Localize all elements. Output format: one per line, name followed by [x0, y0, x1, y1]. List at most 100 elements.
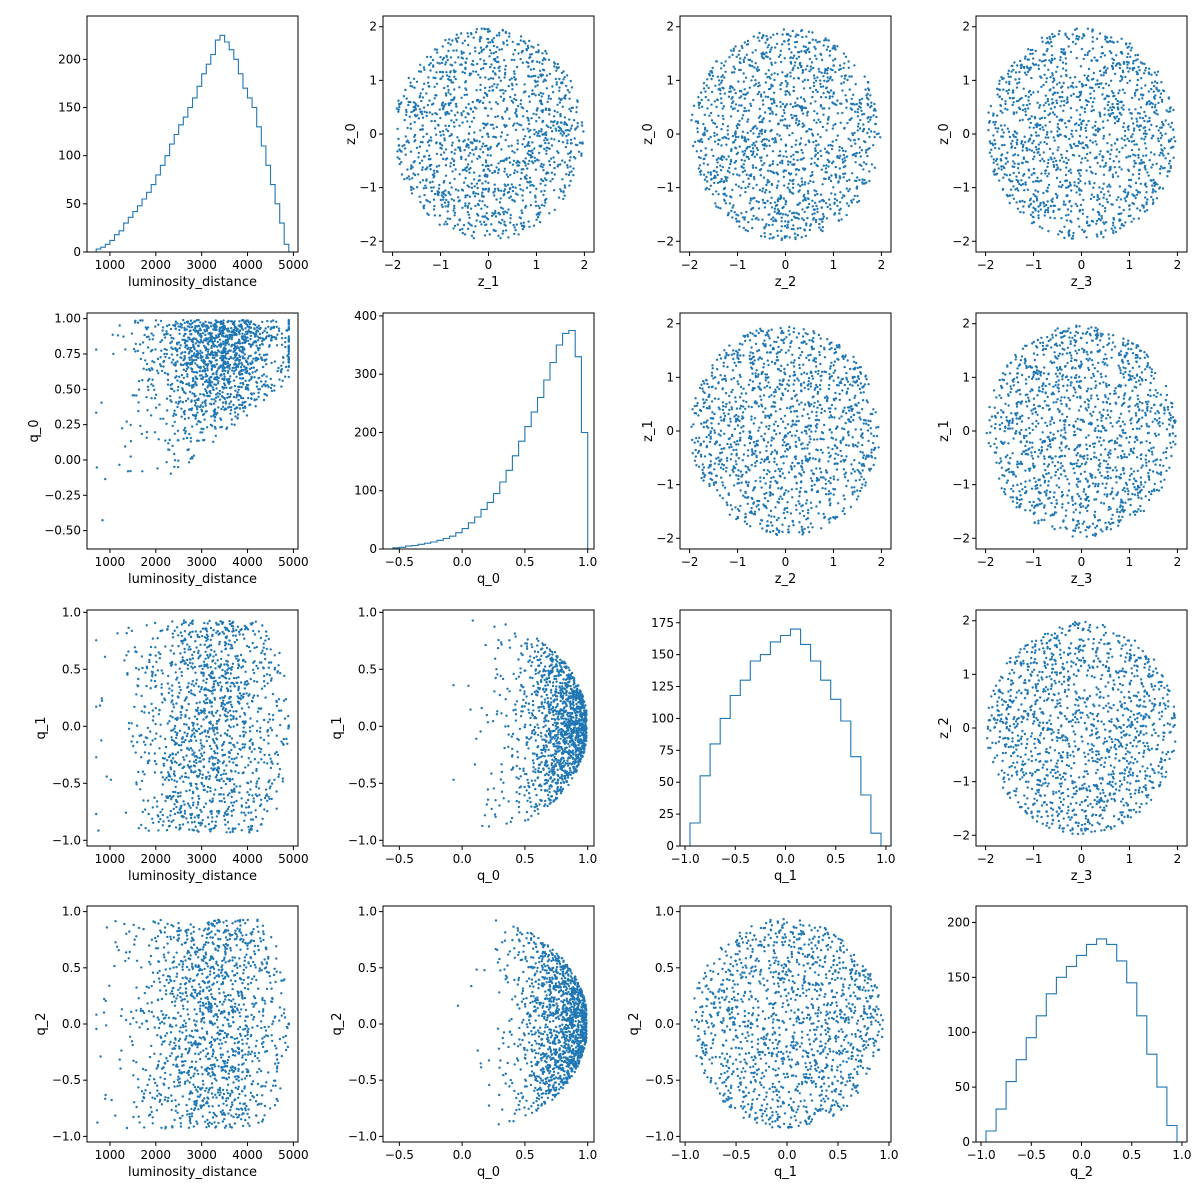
scatter-point — [192, 385, 195, 388]
scatter-point — [838, 175, 841, 178]
scatter-point — [855, 103, 859, 106]
scatter-point — [1037, 64, 1040, 67]
x-tick-label: 2000 — [141, 258, 172, 272]
scatter-point — [235, 375, 238, 378]
scatter-point — [1159, 131, 1162, 135]
scatter-point — [1070, 132, 1073, 136]
scatter-point — [707, 86, 710, 90]
scatter-point — [1049, 37, 1052, 41]
scatter-point — [811, 31, 814, 34]
scatter-point — [570, 124, 574, 127]
scatter-point — [693, 140, 697, 144]
scatter-point — [191, 425, 194, 428]
scatter-point — [1115, 198, 1119, 202]
scatter-point — [526, 144, 529, 147]
scatter-point — [1064, 69, 1068, 72]
scatter-point — [508, 161, 512, 164]
scatter-point — [444, 63, 447, 66]
scatter-point — [1049, 204, 1053, 208]
scatter-point — [779, 60, 783, 64]
scatter-point — [834, 176, 838, 179]
scatter-point — [454, 102, 458, 106]
scatter-point — [543, 204, 546, 207]
scatter-point — [446, 205, 450, 208]
scatter-point — [528, 75, 531, 78]
scatter-point — [569, 110, 573, 113]
scatter-point — [782, 109, 785, 112]
scatter-point — [498, 34, 501, 37]
scatter-point — [1028, 204, 1031, 207]
scatter-point — [803, 78, 806, 82]
scatter-point — [439, 77, 442, 81]
scatter-point — [466, 32, 469, 35]
scatter-point — [464, 61, 467, 65]
scatter-point — [449, 56, 453, 59]
scatter-point — [483, 27, 487, 31]
scatter-point — [438, 214, 442, 217]
scatter-point — [1015, 143, 1019, 146]
scatter-point — [827, 165, 830, 168]
scatter-point — [1131, 193, 1134, 196]
scatter-point — [761, 218, 764, 221]
scatter-point — [1035, 197, 1039, 201]
scatter-point — [753, 66, 756, 69]
scatter-point — [1090, 193, 1094, 196]
scatter-point — [501, 88, 504, 92]
scatter-point — [1145, 154, 1148, 157]
scatter-point — [435, 82, 439, 86]
scatter-point — [569, 127, 573, 130]
scatter-point — [748, 182, 751, 186]
scatter-point — [755, 153, 759, 156]
scatter-point — [1042, 83, 1045, 87]
scatter-point — [534, 196, 537, 199]
scatter-point — [1152, 96, 1156, 99]
scatter-point — [1022, 104, 1025, 107]
scatter-point — [1140, 162, 1143, 165]
scatter-point — [1102, 74, 1105, 77]
scatter-point — [730, 71, 734, 74]
scatter-point — [461, 189, 465, 192]
scatter-point — [443, 179, 446, 183]
scatter-point — [412, 172, 415, 175]
scatter-point — [432, 176, 435, 179]
scatter-point — [504, 30, 508, 34]
scatter-point — [1001, 144, 1004, 147]
scatter-point — [763, 111, 767, 114]
scatter-point — [751, 197, 754, 200]
scatter-point — [222, 319, 225, 322]
scatter-point — [1023, 141, 1027, 144]
scatter-point — [422, 155, 426, 158]
scatter-point — [153, 431, 157, 434]
scatter-point — [429, 69, 432, 72]
scatter-point — [215, 334, 218, 337]
scatter-point — [547, 142, 550, 145]
scatter-point — [1127, 61, 1131, 64]
scatter-point — [785, 85, 788, 88]
scatter-point — [508, 196, 511, 200]
scatter-point — [1096, 195, 1100, 199]
scatter-point — [462, 181, 466, 184]
scatter-point — [529, 55, 532, 59]
scatter-point — [1087, 67, 1091, 71]
scatter-point — [478, 174, 481, 178]
scatter-point — [536, 84, 539, 87]
scatter-point — [1046, 165, 1049, 168]
scatter-point — [750, 173, 753, 176]
scatter-point — [228, 377, 231, 380]
scatter-point — [793, 64, 796, 67]
scatter-point — [174, 413, 178, 416]
scatter-point — [484, 161, 488, 164]
scatter-point — [805, 222, 808, 225]
scatter-point — [847, 204, 850, 207]
scatter-point — [713, 181, 716, 185]
scatter-point — [572, 167, 575, 170]
scatter-point — [488, 86, 491, 89]
scatter-point — [269, 386, 273, 390]
scatter-point — [750, 207, 754, 210]
scatter-point — [184, 346, 187, 349]
scatter-point — [417, 70, 421, 73]
scatter-point — [1093, 182, 1096, 185]
scatter-point — [813, 155, 817, 158]
scatter-point — [1060, 86, 1063, 89]
scatter-point — [215, 393, 218, 396]
